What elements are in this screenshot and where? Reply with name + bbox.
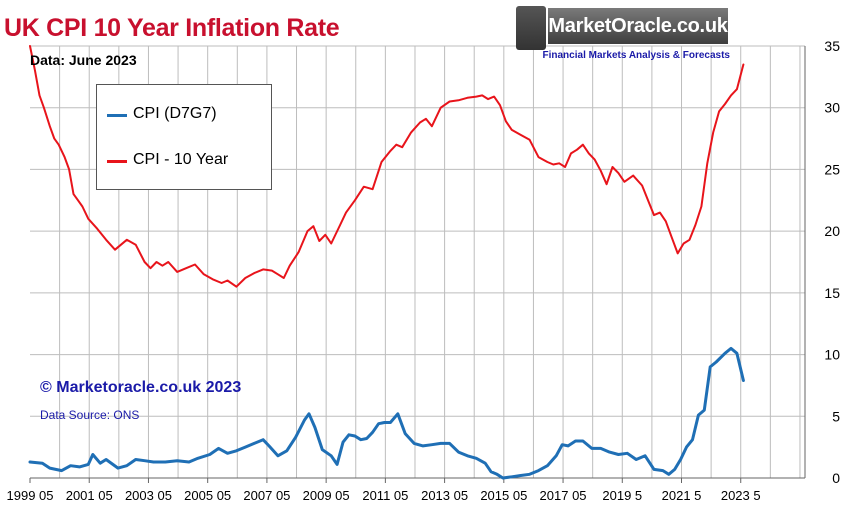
- y-tick-label: 35: [824, 38, 840, 54]
- x-tick-label: 2007 05: [243, 488, 290, 503]
- y-tick-label: 30: [824, 100, 840, 116]
- legend-label-cpi: CPI (D7G7): [133, 105, 217, 122]
- y-tick-label: 0: [832, 470, 840, 486]
- x-tick-label: 2001 05: [66, 488, 113, 503]
- y-tick-label: 25: [824, 161, 840, 177]
- y-tick-label: 10: [824, 347, 840, 363]
- series-line-cpi: [28, 346, 745, 480]
- x-axis-ticks: 1999 05 2001 05 2003 05 2005 05 2007 05 2009 …: [7, 478, 761, 503]
- data-source: Data Source: ONS: [40, 408, 140, 422]
- copyright-notice: © Marketoracle.co.uk 2023: [40, 379, 242, 396]
- thinker-statue-icon: [516, 6, 546, 50]
- series-line-cpi-10-year: [29, 45, 745, 288]
- x-tick-label: 2009 05: [303, 488, 350, 503]
- chart-title: UK CPI 10 Year Inflation Rate: [4, 14, 340, 42]
- x-tick-label: 2005 05: [184, 488, 231, 503]
- legend-label-cpi-10-year: CPI - 10 Year: [133, 151, 229, 168]
- x-tick-label: 2021 5: [662, 488, 702, 503]
- x-tick-label: 2013 05: [421, 488, 468, 503]
- y-tick-label: 20: [824, 223, 840, 239]
- x-tick-label: 2017 05: [540, 488, 587, 503]
- series-lines: [28, 45, 745, 480]
- y-tick-label: 5: [832, 408, 840, 424]
- legend-swatch-cpi-10-year: [107, 160, 127, 163]
- chart-legend: CPI (D7G7) CPI - 10 Year: [96, 84, 272, 190]
- x-tick-label: 2019 5: [602, 488, 642, 503]
- x-tick-label: 1999 05: [7, 488, 54, 503]
- logo-site-name: MarketOracle.co.uk: [548, 8, 728, 44]
- axes: [30, 46, 806, 479]
- x-tick-label: 2015 05: [480, 488, 527, 503]
- chart-subtitle: Data: June 2023: [30, 52, 137, 68]
- x-tick-label: 2003 05: [125, 488, 172, 503]
- x-tick-label: 2023 5: [721, 488, 761, 503]
- y-tick-label: 15: [824, 285, 840, 301]
- x-tick-label: 2011 05: [362, 488, 408, 503]
- marketoracle-logo[interactable]: MarketOracle.co.uk Financial Markets Ana…: [514, 4, 730, 62]
- logo-tagline: Financial Markets Analysis & Forecasts: [542, 50, 731, 61]
- legend-swatch-cpi: [107, 114, 127, 117]
- y-axis-ticks: 0 5 10 15 20 25 30 35: [824, 38, 840, 486]
